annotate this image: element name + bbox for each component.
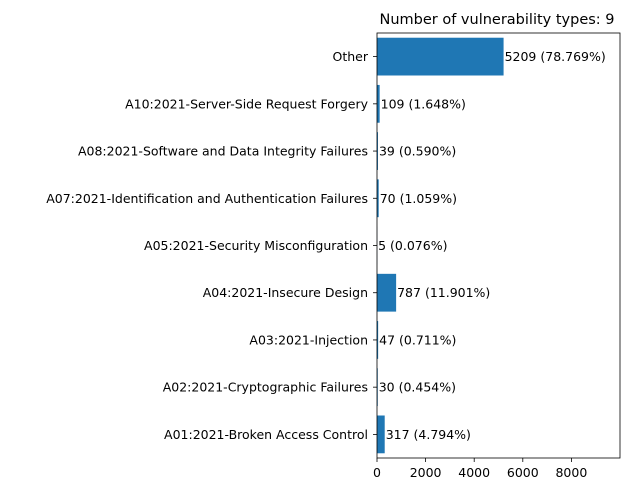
x-tick-label: 0 <box>373 465 381 480</box>
bar-value-label: 5209 (78.769%) <box>505 49 606 64</box>
bar-value-label: 70 (1.059%) <box>380 191 457 206</box>
bar-row-3 <box>377 273 397 312</box>
bar-value-label: 5 (0.076%) <box>378 238 447 253</box>
bars-group <box>377 37 504 454</box>
bar-row-5 <box>377 179 379 218</box>
y-tick-label: A03:2021-Injection <box>249 332 368 347</box>
x-tick-label: 4000 <box>458 465 490 480</box>
bar-row-2 <box>377 321 379 359</box>
x-tick-label: 6000 <box>507 465 539 480</box>
x-tick-label: 2000 <box>410 465 442 480</box>
bar-row-6 <box>377 132 378 170</box>
x-tick-label: 8000 <box>555 465 587 480</box>
y-tick-labels: A01:2021-Broken Access Control A02:2021-C… <box>46 49 377 442</box>
y-tick-label: A08:2021-Software and Data Integrity Fai… <box>78 144 368 159</box>
y-tick-label: Other <box>333 49 369 64</box>
bar-row-7 <box>377 84 380 123</box>
y-tick-label: A02:2021-Cryptographic Failures <box>163 380 368 395</box>
bar-value-label: 787 (11.901%) <box>397 285 490 300</box>
axes-frame <box>376 32 621 459</box>
y-tick-label: A01:2021-Broken Access Control <box>164 427 368 442</box>
bar-value-label: 47 (0.711%) <box>379 332 456 347</box>
y-tick-label: A07:2021-Identification and Authenticati… <box>46 191 368 206</box>
bar-value-label: 317 (4.794%) <box>386 427 471 442</box>
bar-labels: 317 (4.794%) 30 (0.454%) 47 (0.711%) 787 (1… <box>378 49 606 442</box>
chart-title: Number of vulnerability types: 9 <box>379 12 614 28</box>
bar-value-label: 30 (0.454%) <box>379 380 456 395</box>
plot-frame <box>376 32 621 459</box>
y-tick-label: A10:2021-Server-Side Request Forgery <box>125 96 369 111</box>
y-tick-label: A05:2021-Security Misconfiguration <box>144 238 368 253</box>
bar-row-8 <box>377 37 504 76</box>
y-tick-label: A04:2021-Insecure Design <box>203 285 368 300</box>
bar-value-label: 39 (0.590%) <box>379 144 456 159</box>
bar-value-label: 109 (1.648%) <box>381 96 466 111</box>
x-axis: 0 2000 4000 6000 8000 <box>373 458 587 480</box>
bar-row-0 <box>377 415 385 454</box>
